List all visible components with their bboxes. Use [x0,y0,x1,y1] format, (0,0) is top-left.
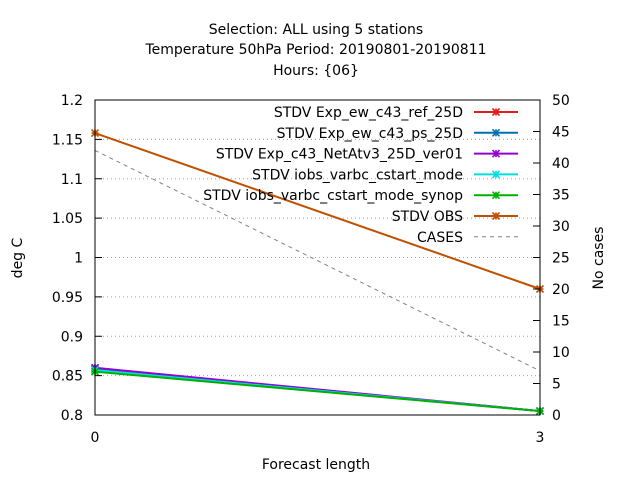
y-tick-label: 0.85 [52,369,83,385]
y2-tick-label: 15 [552,314,570,330]
y2-tick-label: 30 [552,219,570,235]
legend-marker-2 [491,149,501,158]
series-line-5 [94,132,541,290]
series-line-6 [94,149,541,372]
y2-tick-label: 0 [552,408,561,424]
chart-title-line-1: Selection: ALL using 5 stations [209,22,423,38]
y2-tick-label: 40 [552,156,570,172]
legend-label-3: STDV iobs_varbc_cstart_mode [252,167,463,183]
legend-label-5: STDV OBS [392,209,463,225]
y-tick-label: 1.15 [52,132,83,148]
x-tick-label: 0 [91,430,100,446]
y-tick-label: 0.8 [61,408,83,424]
legend-marker-4 [491,191,501,200]
y-tick-label: 1 [74,251,83,267]
y-tick-label: 1.05 [52,211,83,227]
legend-label-0: STDV Exp_ew_c43_ref_25D [274,105,463,121]
y-tick-label: 1.2 [61,93,83,109]
y-tick-label: 0.9 [61,329,83,345]
legend-marker-0 [491,107,501,117]
y2-axis-label: No cases [591,227,607,290]
y-tick-label: 0.95 [52,290,83,306]
legend-label-1: STDV Exp_ew_c43_ps_25D [277,126,463,142]
x-tick-label: 3 [536,430,545,446]
y2-tick-label: 20 [552,282,570,298]
y2-tick-label: 5 [552,377,561,393]
legend: STDV Exp_ew_c43_ref_25D STDV Exp_ew_c43_p… [203,105,518,246]
tick-layer: 0.8 0.85 0.9 0.95 1 1.05 1.1 1.15 1.2 0 5 10 15 20 25 3… [52,93,570,446]
series-line-4 [94,370,541,413]
legend-label-4: STDV iobs_varbc_cstart_mode_synop [203,188,463,204]
y2-tick-label: 25 [552,251,570,267]
legend-marker-3 [491,170,501,179]
x-axis-label: Forecast length [262,457,370,473]
chart-title-line-2: Temperature 50hPa Period: 20190801-20190… [144,42,486,58]
legend-marker-1 [491,128,501,137]
y-axis-label: deg C [10,237,26,278]
y2-tick-label: 10 [552,345,570,361]
legend-label-2: STDV Exp_c43_NetAtv3_25D_ver01 [216,147,463,163]
legend-marker-5 [491,211,501,221]
legend-label-6: CASES [417,230,463,246]
y2-tick-label: 35 [552,188,570,204]
chart-title-line-3: Hours: {06} [273,63,359,79]
y2-tick-label: 50 [552,93,570,109]
y2-tick-label: 45 [552,125,570,141]
y-tick-label: 1.1 [61,172,83,188]
